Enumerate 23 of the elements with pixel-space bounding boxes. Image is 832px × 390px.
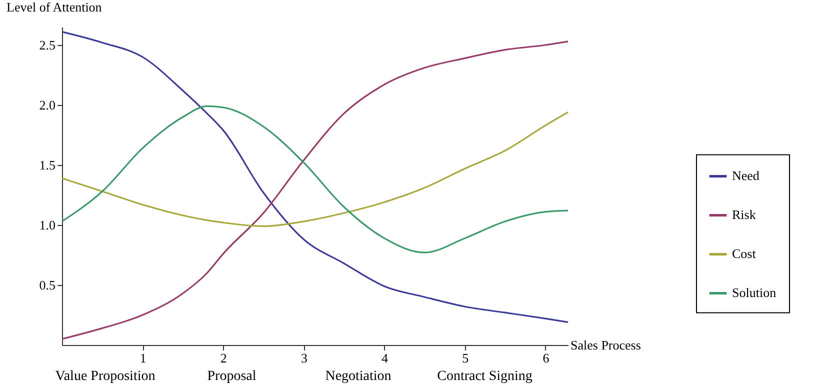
y-tick-label: 2.5	[39, 38, 56, 52]
y-tick-label: 1.5	[39, 158, 56, 172]
legend-label: Need	[732, 168, 760, 184]
x-tick-label: 3	[300, 350, 308, 366]
x-tick-label: 5	[462, 350, 469, 366]
text: Contract Signing	[437, 369, 532, 384]
legend-label: Risk	[732, 207, 756, 222]
x-tick-label: 2	[220, 350, 227, 366]
x-tick-label: 6	[542, 350, 550, 366]
legend-label: Solution	[732, 285, 777, 300]
y-tick-label: 1.0	[39, 218, 56, 232]
x-axis-title: Sales Process	[570, 338, 641, 352]
x-tick-label: 1	[140, 350, 146, 366]
legend-label: Cost	[732, 246, 756, 262]
y-axis-title: Level of Attention	[6, 0, 102, 14]
line-series	[61, 105, 569, 254]
x-tick-label: 4	[382, 350, 389, 366]
line-series	[61, 111, 569, 227]
text: Proposal	[207, 369, 256, 384]
y-tick-label: 0.5	[39, 278, 56, 292]
text: Negotiation	[325, 369, 392, 384]
y-tick-label: 2.0	[39, 98, 56, 112]
text: Value Proposition	[55, 369, 156, 384]
